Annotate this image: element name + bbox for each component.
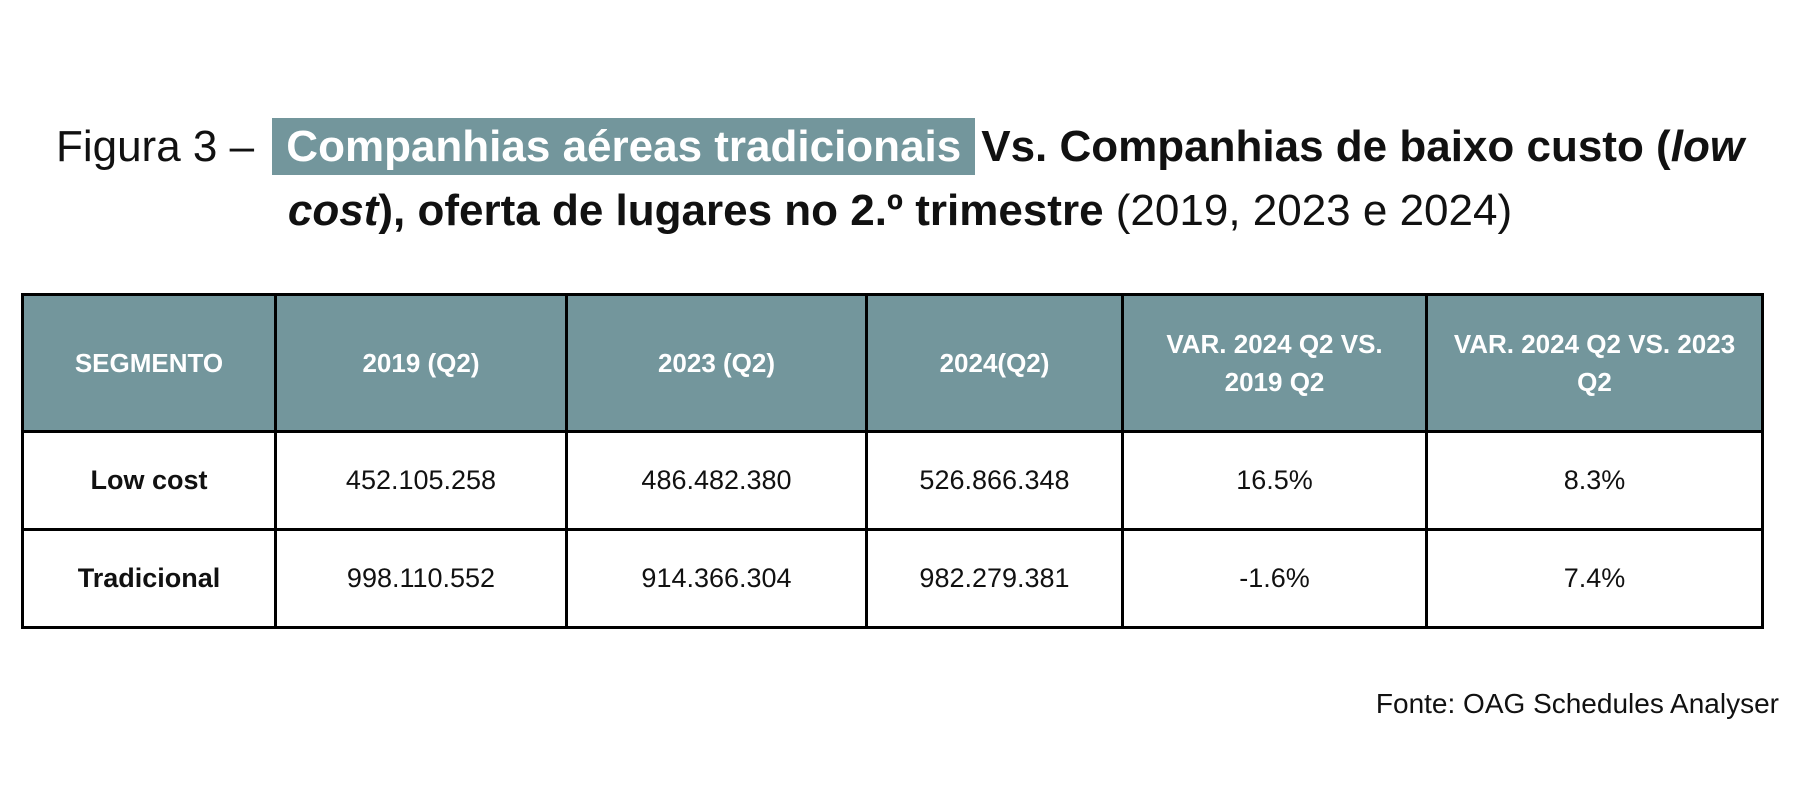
figure-title: Figura 3 – Companhias aéreas tradicionai…	[20, 115, 1780, 243]
title-years: (2019, 2023 e 2024)	[1115, 186, 1513, 235]
header-cell: VAR. 2024 Q2 VS. 2019 Q2	[1121, 293, 1428, 433]
source-note: Fonte: OAG Schedules Analyser	[1375, 688, 1779, 719]
header-row: SEGMENTO 2019 (Q2) 2023 (Q2) 2024(Q2) VAR. 2…	[21, 293, 1764, 433]
value-cell: 8.3%	[1425, 430, 1764, 531]
value-cell: 452.105.258	[274, 430, 568, 531]
title-prefix: Figura 3 –	[55, 122, 255, 171]
value-cell: 914.366.304	[565, 528, 868, 629]
title-highlight: Companhias aéreas tradicionais	[272, 118, 976, 175]
value-cell: 982.279.381	[865, 528, 1124, 629]
title-italic: low cost	[287, 122, 1745, 235]
title-part: ), oferta de lugares no 2.º trimestre	[378, 186, 1104, 235]
header-cell: SEGMENTO	[21, 293, 277, 433]
value-cell: 7.4%	[1425, 528, 1764, 629]
title-part: Vs. Companhias de baixo custo (	[981, 122, 1671, 171]
segment-cell: Tradicional	[21, 528, 277, 629]
header-cell: 2019 (Q2)	[274, 293, 568, 433]
header-cell: 2023 (Q2)	[565, 293, 868, 433]
value-cell: 526.866.348	[865, 430, 1124, 531]
table-body: Low cost 452.105.258 486.482.380 526.866.34…	[21, 430, 1764, 629]
data-table: SEGMENTO 2019 (Q2) 2023 (Q2) 2024(Q2) VAR. 2…	[21, 293, 1764, 629]
value-cell: -1.6%	[1121, 528, 1428, 629]
value-cell: 486.482.380	[565, 430, 868, 531]
table-row: Low cost 452.105.258 486.482.380 526.866.34…	[21, 430, 1764, 531]
value-cell: 998.110.552	[274, 528, 568, 629]
table-row: Tradicional 998.110.552 914.366.304 982.279…	[21, 528, 1764, 629]
value-cell: 16.5%	[1121, 430, 1428, 531]
segment-cell: Low cost	[21, 430, 277, 531]
header-cell: VAR. 2024 Q2 VS. 2023 Q2	[1425, 293, 1764, 433]
header-cell: 2024(Q2)	[865, 293, 1124, 433]
